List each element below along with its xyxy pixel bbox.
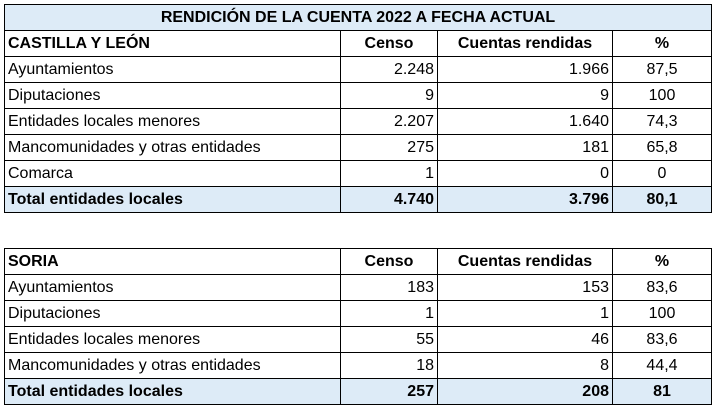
cell: 83,6 (612, 274, 712, 301)
cell: 18 (340, 352, 438, 379)
table-title: RENDICIÓN DE LA CUENTA 2022 A FECHA ACTU… (3, 4, 713, 31)
cell: 80,1 (611, 186, 713, 213)
cell: 8 (437, 352, 613, 379)
cell: Total entidades locales (4, 378, 341, 405)
cell: SORIA (4, 248, 341, 275)
body-row: Entidades locales menores 2.207 1.640 74,3 (4, 108, 713, 135)
total-row: Total entidades locales 4.740 3.796 80,1 (4, 186, 713, 213)
cell: Entidades locales menores (4, 108, 341, 135)
head-row: SORIA Censo Cuentas rendidas% (4, 248, 712, 275)
head-row: CASTILLA Y LEÓN Censo Cuentas rendidas% (4, 30, 713, 57)
total-row: Total entidades locales 257 208 81 (4, 378, 712, 405)
body-row: Diputaciones 1 1 100 (4, 300, 712, 327)
cell: Ayuntamientos (4, 274, 341, 301)
cell: 44,4 (612, 352, 712, 379)
table: SORIA Censo Cuentas rendidas% Ayuntamientos… (4, 248, 712, 405)
cell: 1 (340, 300, 438, 327)
cell: Entidades locales menores (4, 326, 341, 353)
body-row: Ayuntamientos 183 153 83,6 (4, 274, 712, 301)
cell: 1 (340, 160, 438, 187)
cell: 275 (340, 134, 438, 161)
cell: 0 (437, 160, 613, 187)
cell: 1 (437, 300, 613, 327)
cell: 9 (340, 82, 438, 109)
cell: 183 (340, 274, 438, 301)
body-row: Mancomunidades y otras entidades 18 8 44,4 (4, 352, 712, 379)
body-row: Diputaciones 9 9 100 (4, 82, 713, 109)
body-row: Ayuntamientos 2.248 1.966 87,5 (4, 56, 713, 83)
cell: Mancomunidades y otras entidades (4, 134, 341, 161)
cell: Censo (340, 30, 438, 57)
cell: Mancomunidades y otras entidades (4, 352, 341, 379)
cell: Total entidades locales (4, 186, 341, 213)
cell: Censo (340, 248, 438, 275)
cell: Diputaciones (4, 82, 341, 109)
cell: 153 (437, 274, 613, 301)
cell: 2.248 (340, 56, 438, 83)
cell: % (611, 30, 713, 57)
body-row: Comarca 1 0 0 (4, 160, 713, 187)
cell: Cuentas rendidas (437, 248, 613, 275)
cell: 181 (437, 134, 613, 161)
cell: 74,3 (611, 108, 713, 135)
cell: 46 (437, 326, 613, 353)
cell: 81 (612, 378, 712, 405)
cell: 100 (611, 82, 713, 109)
cell: 1.640 (437, 108, 613, 135)
cell: 4.740 (340, 186, 438, 213)
cell: 0 (611, 160, 713, 187)
cell: Ayuntamientos (4, 56, 341, 83)
cell: 3.796 (437, 186, 613, 213)
cell: 55 (340, 326, 438, 353)
cell: Cuentas rendidas (437, 30, 613, 57)
cell: 100 (612, 300, 712, 327)
cell: 65,8 (611, 134, 713, 161)
body-row: Entidades locales menores 55 46 83,6 (4, 326, 712, 353)
cell: 87,5 (611, 56, 713, 83)
cell: 9 (437, 82, 613, 109)
cell: % (612, 248, 712, 275)
body-row: Mancomunidades y otras entidades 275 181 65… (4, 134, 713, 161)
table: RENDICIÓN DE LA CUENTA 2022 A FECHA ACTU… (3, 4, 713, 213)
cell: CASTILLA Y LEÓN (4, 30, 341, 57)
cell: 208 (437, 378, 613, 405)
cell: 1.966 (437, 56, 613, 83)
cell: 2.207 (340, 108, 438, 135)
cell: 83,6 (612, 326, 712, 353)
cell: Comarca (4, 160, 341, 187)
title-row: RENDICIÓN DE LA CUENTA 2022 A FECHA ACTU… (3, 4, 713, 31)
cell: Diputaciones (4, 300, 341, 327)
cell: 257 (340, 378, 438, 405)
